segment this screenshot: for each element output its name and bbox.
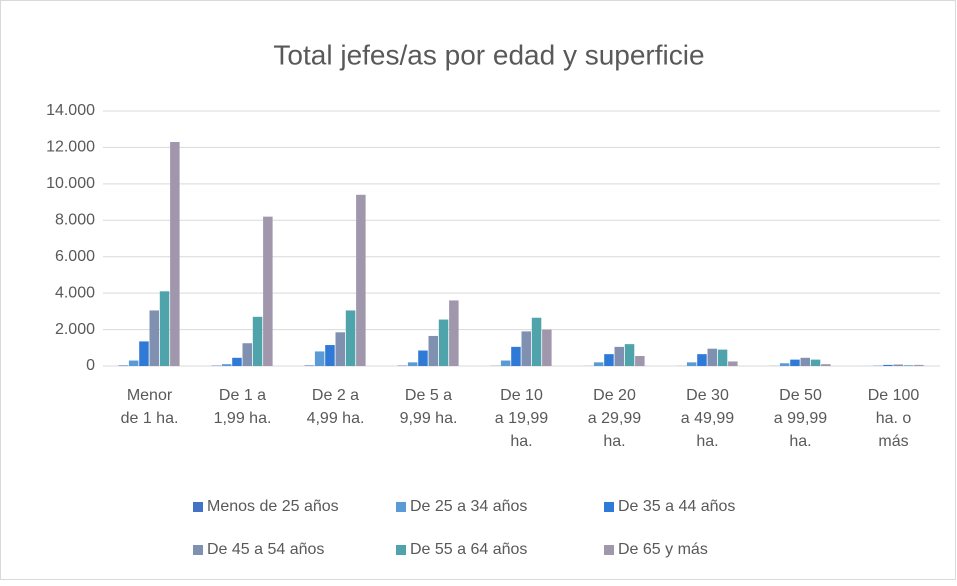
bar xyxy=(708,349,718,366)
x-tick-label: ha. xyxy=(603,433,625,450)
y-tick-label: 4.000 xyxy=(55,284,95,301)
bar xyxy=(718,350,728,366)
y-tick-label: 14.000 xyxy=(46,102,95,119)
bar xyxy=(904,365,914,366)
bar xyxy=(253,317,262,366)
x-tick-label: a 29,99 xyxy=(588,410,641,427)
y-tick-label: 6.000 xyxy=(55,248,95,265)
bar xyxy=(129,361,139,366)
legend-swatch xyxy=(604,502,614,512)
y-tick-label: 8.000 xyxy=(55,212,95,229)
x-tick-label: más xyxy=(878,433,908,450)
x-tick-label: Menor xyxy=(127,387,173,404)
bar xyxy=(625,344,635,366)
y-tick-label: 12.000 xyxy=(46,139,95,156)
x-tick-label: a 19,99 xyxy=(495,410,548,427)
legend-label: De 35 a 44 años xyxy=(618,498,735,515)
bar xyxy=(263,217,273,366)
bar xyxy=(232,358,242,366)
bar xyxy=(315,351,325,366)
x-tick-label: De 1 a xyxy=(219,387,266,404)
bar xyxy=(408,362,418,366)
bar xyxy=(439,320,449,366)
bar xyxy=(604,354,614,366)
bar xyxy=(635,356,645,366)
legend-label: De 25 a 34 años xyxy=(410,498,527,515)
x-tick-label: ha. xyxy=(789,433,811,450)
bar xyxy=(243,343,253,366)
legend-swatch xyxy=(396,502,406,512)
bar xyxy=(305,365,315,366)
x-tick-label: De 10 xyxy=(500,387,543,404)
bar xyxy=(119,365,129,366)
bar xyxy=(160,291,170,366)
legend-swatch xyxy=(396,545,406,555)
x-tick-label: De 100 xyxy=(868,387,920,404)
bar xyxy=(790,360,800,366)
y-tick-label: 2.000 xyxy=(55,321,95,338)
bar xyxy=(801,358,811,366)
x-tick-label: ha. o xyxy=(876,410,912,427)
bar xyxy=(150,310,160,366)
bar xyxy=(522,331,532,366)
bar xyxy=(336,332,346,366)
bar xyxy=(883,365,893,366)
x-tick-label: 9,99 ha. xyxy=(400,410,458,427)
x-tick-label: ha. xyxy=(696,433,718,450)
legend-swatch xyxy=(604,545,614,555)
bar xyxy=(542,330,552,366)
x-tick-label: 4,99 ha. xyxy=(307,410,365,427)
bar xyxy=(501,361,511,366)
bar xyxy=(594,362,604,366)
legend-swatch xyxy=(193,545,203,555)
bar xyxy=(811,360,821,366)
bar xyxy=(914,365,924,366)
bar xyxy=(728,361,738,366)
bar xyxy=(346,310,356,366)
bar xyxy=(780,363,790,366)
bar xyxy=(170,142,180,366)
bar xyxy=(615,347,625,366)
x-tick-label: ha. xyxy=(510,433,532,450)
legend-label: De 55 a 64 años xyxy=(410,541,527,558)
bar xyxy=(139,341,149,366)
bar xyxy=(697,354,707,366)
chart-title: Total jefes/as por edad y superficie xyxy=(273,39,704,70)
x-tick-label: 1,99 ha. xyxy=(214,410,272,427)
bar xyxy=(532,318,542,366)
bar xyxy=(894,365,904,366)
x-tick-label: De 50 xyxy=(779,387,822,404)
bar xyxy=(449,300,459,366)
legend-label: Menos de 25 años xyxy=(207,498,339,515)
y-tick-label: 10.000 xyxy=(46,175,95,192)
bar xyxy=(429,336,439,366)
x-tick-label: de 1 ha. xyxy=(121,410,179,427)
legend-label: De 45 a 54 años xyxy=(207,541,324,558)
x-tick-label: De 5 a xyxy=(405,387,452,404)
x-tick-label: a 99,99 xyxy=(774,410,827,427)
legend-label: De 65 y más xyxy=(618,541,708,558)
y-tick-label: 0 xyxy=(86,357,95,374)
x-tick-label: De 20 xyxy=(593,387,636,404)
bar xyxy=(356,195,366,366)
bar xyxy=(222,364,232,366)
bar xyxy=(687,362,697,366)
bar xyxy=(821,364,831,366)
x-tick-label: De 30 xyxy=(686,387,729,404)
legend-swatch xyxy=(193,502,203,512)
x-tick-label: De 2 a xyxy=(312,387,359,404)
bar xyxy=(325,345,335,366)
bar xyxy=(418,351,428,366)
bar xyxy=(511,347,521,366)
x-tick-label: a 49,99 xyxy=(681,410,734,427)
